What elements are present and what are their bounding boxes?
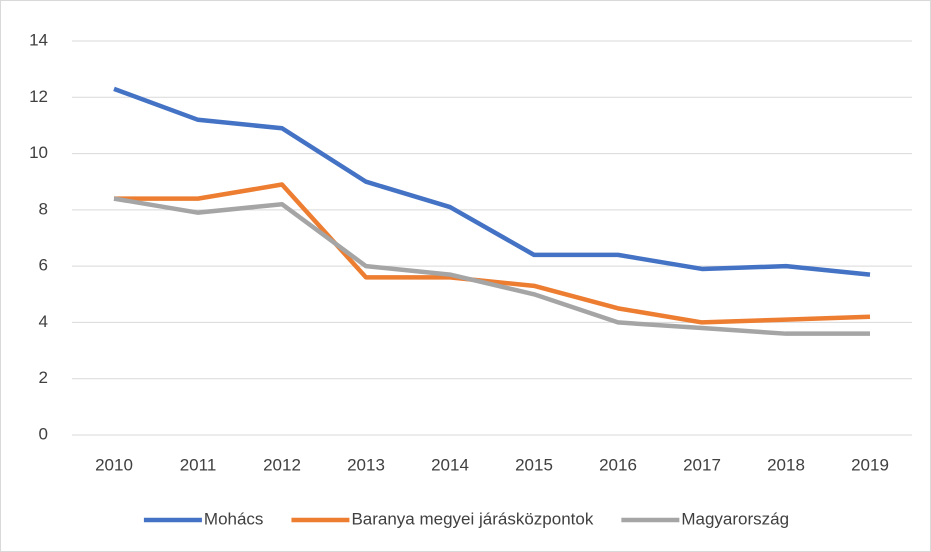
x-tick-label: 2010 <box>95 455 133 474</box>
x-tick-label: 2016 <box>599 455 637 474</box>
legend-label: Baranya megyei járásközpontok <box>351 509 593 528</box>
x-tick-label: 2012 <box>263 455 301 474</box>
y-tick-label: 12 <box>29 87 48 106</box>
y-tick-label: 14 <box>29 30 48 49</box>
y-tick-label: 6 <box>39 256 48 275</box>
x-tick-label: 2017 <box>683 455 721 474</box>
x-tick-label: 2015 <box>515 455 553 474</box>
legend-label: Mohács <box>204 509 264 528</box>
series-line <box>113 196 870 336</box>
x-tick-label: 2018 <box>767 455 805 474</box>
y-tick-label: 0 <box>39 424 48 443</box>
x-tick-label: 2011 <box>180 455 217 474</box>
y-tick-label: 8 <box>39 199 48 218</box>
y-tick-label: 4 <box>39 312 48 331</box>
legend-label: Magyarország <box>681 509 789 528</box>
x-tick-label: 2019 <box>851 455 889 474</box>
y-tick-label: 2 <box>39 368 48 387</box>
x-tick-label: 2014 <box>431 455 469 474</box>
x-tick-label: 2013 <box>347 455 385 474</box>
series-line <box>114 182 871 325</box>
y-tick-label: 10 <box>29 143 48 162</box>
series-line <box>113 86 871 277</box>
